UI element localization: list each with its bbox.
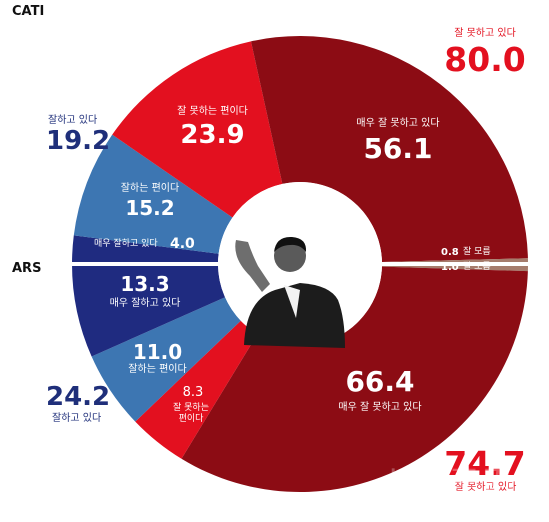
ars-slice-3 xyxy=(91,297,241,422)
cati-good-value: 15.2 xyxy=(125,196,175,220)
cati-slice-3 xyxy=(250,36,528,262)
ars-bad-text-line2: 편이다 xyxy=(178,414,204,424)
ars-bad-text-line1: 잘 못하는 xyxy=(173,403,209,413)
ars-dk-value: 1.0 xyxy=(441,262,459,273)
ars-bad-value: 8.3 xyxy=(182,385,204,400)
cati-bad-text: 잘 못하는 편이다 xyxy=(177,106,248,117)
cati-total-bad-value: 80.0 xyxy=(444,40,526,79)
ars-section-label: ARS xyxy=(12,261,42,276)
ars-total-good-value: 24.2 xyxy=(46,382,111,412)
ars-very-bad-value: 66.4 xyxy=(345,365,415,398)
cati-bad-value: 23.9 xyxy=(180,120,245,150)
ars-total-bad-value: 74.7 xyxy=(444,444,526,483)
cati-section-label: CATI xyxy=(12,4,45,19)
ars-dk-text: 잘 모름 xyxy=(463,262,491,272)
cati-total-good-value: 19.2 xyxy=(46,126,111,156)
cati-dk-text: 잘 모름 xyxy=(463,247,491,257)
ars-very-bad-text: 매우 잘 못하고 있다 xyxy=(338,402,422,413)
cati-very-bad-value: 56.1 xyxy=(363,132,433,165)
ars-total-bad-text: 잘 못하고 있다 xyxy=(454,482,517,493)
ars-slice-4 xyxy=(72,264,226,357)
ars-slice-1 xyxy=(181,266,528,493)
watermark-url: www.sisafocus.tv xyxy=(412,492,498,503)
cati-slice-2 xyxy=(112,41,283,218)
ars-good-text: 잘하는 편이다 xyxy=(128,364,187,375)
cati-very-bad-text: 매우 잘 못하고 있다 xyxy=(356,118,440,129)
ars-very-good-value: 13.3 xyxy=(120,272,170,296)
ars-slice-2 xyxy=(135,320,258,459)
cati-good-text: 잘하는 편이다 xyxy=(120,183,180,194)
cati-total-good-text: 잘하고 있다 xyxy=(48,115,98,126)
ars-total-good-text: 잘하고 있다 xyxy=(52,413,102,424)
cati-slice-0 xyxy=(72,235,219,264)
cati-very-good-text: 매우 잘하고 있다 xyxy=(94,239,158,249)
watermark-logo: 시사포커스 xyxy=(382,463,549,503)
ars-very-good-text: 매우 잘하고 있다 xyxy=(109,298,181,309)
ars-good-value: 11.0 xyxy=(132,340,183,364)
center-photo xyxy=(235,236,345,348)
cati-slice-1 xyxy=(73,134,233,254)
cati-total-bad-text: 잘 못하고 있다 xyxy=(454,28,516,39)
cati-dk-value: 0.8 xyxy=(441,247,459,258)
cati-very-good-value: 4.0 xyxy=(170,236,195,252)
